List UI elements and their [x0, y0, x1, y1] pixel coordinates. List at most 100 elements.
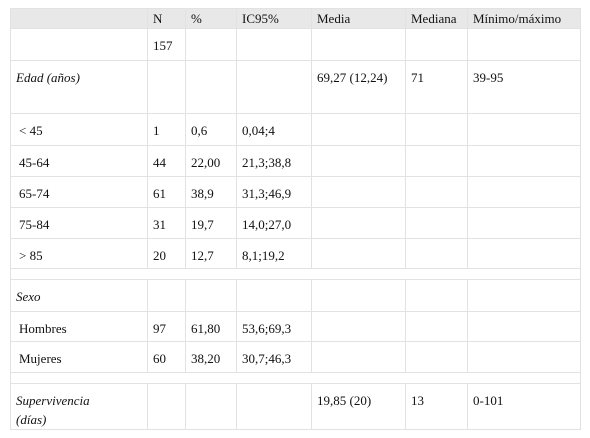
- cell: [236, 279, 312, 312]
- cell: [311, 207, 406, 239]
- cell: 1: [147, 113, 186, 146]
- header-cell: [10, 8, 148, 29]
- cell: 19,7: [185, 207, 237, 239]
- cell: 61,80: [185, 311, 237, 342]
- cell: 0,04;4: [236, 113, 312, 146]
- spacer-row: [10, 372, 581, 384]
- cell: 31,3;46,9: [236, 176, 312, 208]
- cell: 13: [405, 383, 468, 430]
- cell: [311, 341, 406, 373]
- cell: 53,6;69,3: [236, 311, 312, 342]
- cell: [405, 341, 468, 373]
- data-table: N % IC95% Media Mediana Mínimo/máximo 15…: [10, 8, 581, 430]
- cell: [236, 60, 312, 114]
- row: Hombres 97 61,80 53,6;69,3: [10, 311, 581, 342]
- cell: [236, 28, 312, 61]
- cell: [147, 60, 186, 114]
- cell: [467, 28, 581, 61]
- row-label: 45-64: [10, 145, 148, 177]
- cell: [10, 28, 148, 61]
- cell: [467, 176, 581, 208]
- cell: [405, 279, 468, 312]
- cell: 157: [147, 28, 186, 61]
- cell: [185, 60, 237, 114]
- header-cell: N: [147, 8, 186, 29]
- cell: 31: [147, 207, 186, 239]
- cell: [405, 207, 468, 239]
- cell: [147, 383, 186, 430]
- row-label: Hombres: [10, 311, 148, 342]
- cell: [405, 311, 468, 342]
- row: > 85 20 12,7 8,1;19,2: [10, 238, 581, 269]
- row-label: 65-74: [10, 176, 148, 208]
- cell: 60: [147, 341, 186, 373]
- header-cell: IC95%: [236, 8, 312, 29]
- cell: 20: [147, 238, 186, 269]
- cell: [185, 383, 237, 430]
- row: 65-74 61 38,9 31,3;46,9: [10, 176, 581, 208]
- cell: [467, 207, 581, 239]
- cell: [311, 311, 406, 342]
- cell: [147, 279, 186, 312]
- row: Edad (años) 69,27 (12,24) 71 39-95: [10, 60, 581, 114]
- cell: 22,00: [185, 145, 237, 177]
- section-label: Sexo: [10, 279, 148, 312]
- cell: 69,27 (12,24): [311, 60, 406, 114]
- header-cell: Mediana: [405, 8, 468, 29]
- row: 45-64 44 22,00 21,3;38,8: [10, 145, 581, 177]
- cell: [405, 238, 468, 269]
- cell: 97: [147, 311, 186, 342]
- cell: 21,3;38,8: [236, 145, 312, 177]
- cell: [311, 279, 406, 312]
- row-label: Mujeres: [10, 341, 148, 373]
- row: Sexo: [10, 279, 581, 312]
- spacer: [10, 268, 581, 280]
- row-label: 75-84: [10, 207, 148, 239]
- cell: [236, 383, 312, 430]
- header-cell: Media: [311, 8, 406, 29]
- row: Mujeres 60 38,20 30,7;46,3: [10, 341, 581, 373]
- cell: [311, 176, 406, 208]
- cell: [405, 113, 468, 146]
- cell: [185, 28, 237, 61]
- row: 157: [10, 28, 581, 61]
- cell: 38,20: [185, 341, 237, 373]
- cell: 12,7: [185, 238, 237, 269]
- cell: 8,1;19,2: [236, 238, 312, 269]
- header-row: N % IC95% Media Mediana Mínimo/máximo: [10, 8, 581, 29]
- cell: [311, 238, 406, 269]
- cell: [405, 28, 468, 61]
- cell: [467, 238, 581, 269]
- cell: [311, 28, 406, 61]
- cell: [311, 145, 406, 177]
- cell: [467, 311, 581, 342]
- cell: 44: [147, 145, 186, 177]
- cell: [311, 113, 406, 146]
- cell: 38,9: [185, 176, 237, 208]
- spacer: [10, 372, 581, 384]
- cell: [467, 341, 581, 373]
- cell: 61: [147, 176, 186, 208]
- cell: 0,6: [185, 113, 237, 146]
- cell: [467, 145, 581, 177]
- row-label: > 85: [10, 238, 148, 269]
- row-label: < 45: [10, 113, 148, 146]
- cell: 30,7;46,3: [236, 341, 312, 373]
- row: 75-84 31 19,7 14,0;27,0: [10, 207, 581, 239]
- spacer-row: [10, 268, 581, 280]
- row: Supervivencia (días) 19,85 (20) 13 0-101: [10, 383, 581, 430]
- cell: 19,85 (20): [311, 383, 406, 430]
- header-cell: Mínimo/máximo: [467, 8, 581, 29]
- section-label: Edad (años): [10, 60, 148, 114]
- cell: [405, 145, 468, 177]
- cell: [185, 279, 237, 312]
- cell: [467, 113, 581, 146]
- section-label: Supervivencia (días): [10, 383, 148, 430]
- header-cell: %: [185, 8, 237, 29]
- cell: 0-101: [467, 383, 581, 430]
- cell: [405, 176, 468, 208]
- cell: 39-95: [467, 60, 581, 114]
- cell: 71: [405, 60, 468, 114]
- row: < 45 1 0,6 0,04;4: [10, 113, 581, 146]
